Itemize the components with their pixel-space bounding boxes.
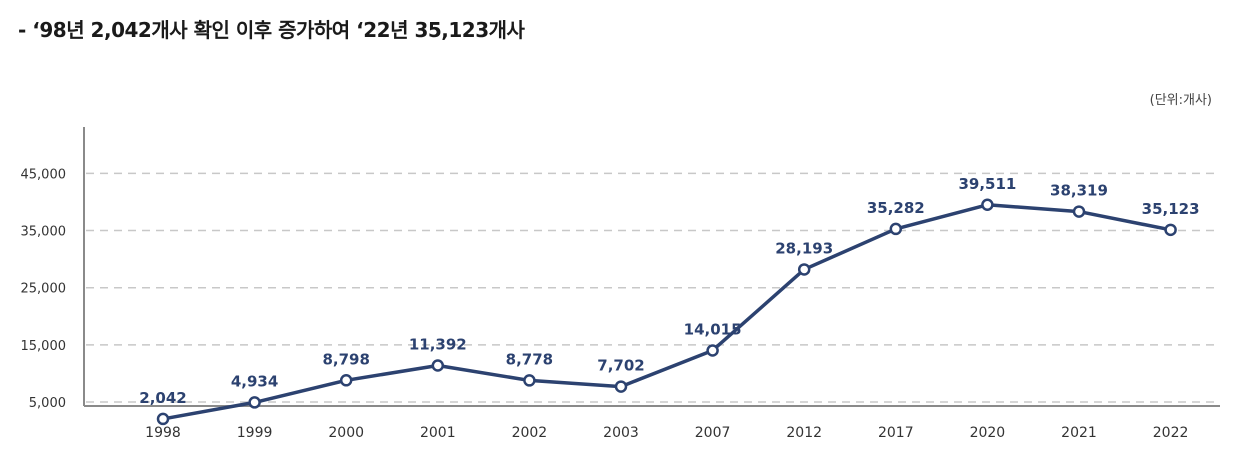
x-tick-label: 2022 xyxy=(1153,425,1189,441)
data-point xyxy=(889,222,903,236)
data-label: 35,282 xyxy=(867,199,925,217)
data-point xyxy=(431,359,445,372)
x-tick-label: 2002 xyxy=(512,425,548,441)
data-label: 39,511 xyxy=(958,175,1016,193)
x-tick-label: 2017 xyxy=(878,425,914,441)
series-line xyxy=(162,203,1171,421)
data-point xyxy=(156,412,170,426)
data-label: 14,015 xyxy=(684,320,742,338)
x-tick-label: 2000 xyxy=(328,425,364,441)
data-label: 28,193 xyxy=(775,239,833,257)
x-tick-label: 1998 xyxy=(145,425,181,441)
x-tick-label: 2001 xyxy=(420,425,456,441)
x-tick-label: 2020 xyxy=(970,425,1006,441)
data-label: 38,319 xyxy=(1050,182,1108,200)
data-point xyxy=(706,344,719,357)
data-label: 8,778 xyxy=(506,350,553,368)
unit-label: (단위:개사) xyxy=(1149,93,1212,108)
data-point xyxy=(981,198,994,212)
page-headline: - ‘98년 2,042개사 확인 이후 증가하여 ‘22년 35,123개사 xyxy=(18,18,525,42)
data-label: 8,798 xyxy=(322,350,369,368)
data-point xyxy=(523,374,536,387)
x-tick-label: 2012 xyxy=(786,425,822,441)
data-labels: 2,042 4,934 8,798 11,392 8,778 7,702 14,015 28,… xyxy=(139,175,1199,407)
data-point xyxy=(248,396,261,409)
x-tick-label: 1999 xyxy=(237,425,273,441)
data-label: 35,123 xyxy=(1142,200,1200,218)
y-tick-label: 15,000 xyxy=(21,339,67,354)
data-point xyxy=(339,374,353,387)
y-tick-label: 25,000 xyxy=(21,282,67,297)
y-tick-label: 5,000 xyxy=(29,396,66,411)
x-tick-label: 2007 xyxy=(695,425,731,441)
y-tick-labels: 45,000 35,000 25,000 15,000 5,000 xyxy=(21,167,67,411)
data-points xyxy=(156,198,1177,426)
data-point xyxy=(614,380,628,393)
x-tick-labels: 1998 1999 2000 2001 2002 2003 2007 2012 2017 2020… xyxy=(145,425,1188,441)
grid-lines xyxy=(86,172,1220,403)
data-point xyxy=(797,263,811,276)
data-label: 11,392 xyxy=(409,335,467,353)
data-label: 2,042 xyxy=(139,389,186,407)
x-tick-label: 2021 xyxy=(1061,425,1097,441)
y-tick-label: 35,000 xyxy=(21,225,67,240)
data-label: 7,702 xyxy=(597,357,644,375)
x-tick-label: 2003 xyxy=(603,425,639,441)
y-tick-label: 45,000 xyxy=(21,167,67,182)
data-label: 4,934 xyxy=(231,372,278,390)
data-point xyxy=(1164,223,1177,237)
data-point xyxy=(1072,205,1086,218)
